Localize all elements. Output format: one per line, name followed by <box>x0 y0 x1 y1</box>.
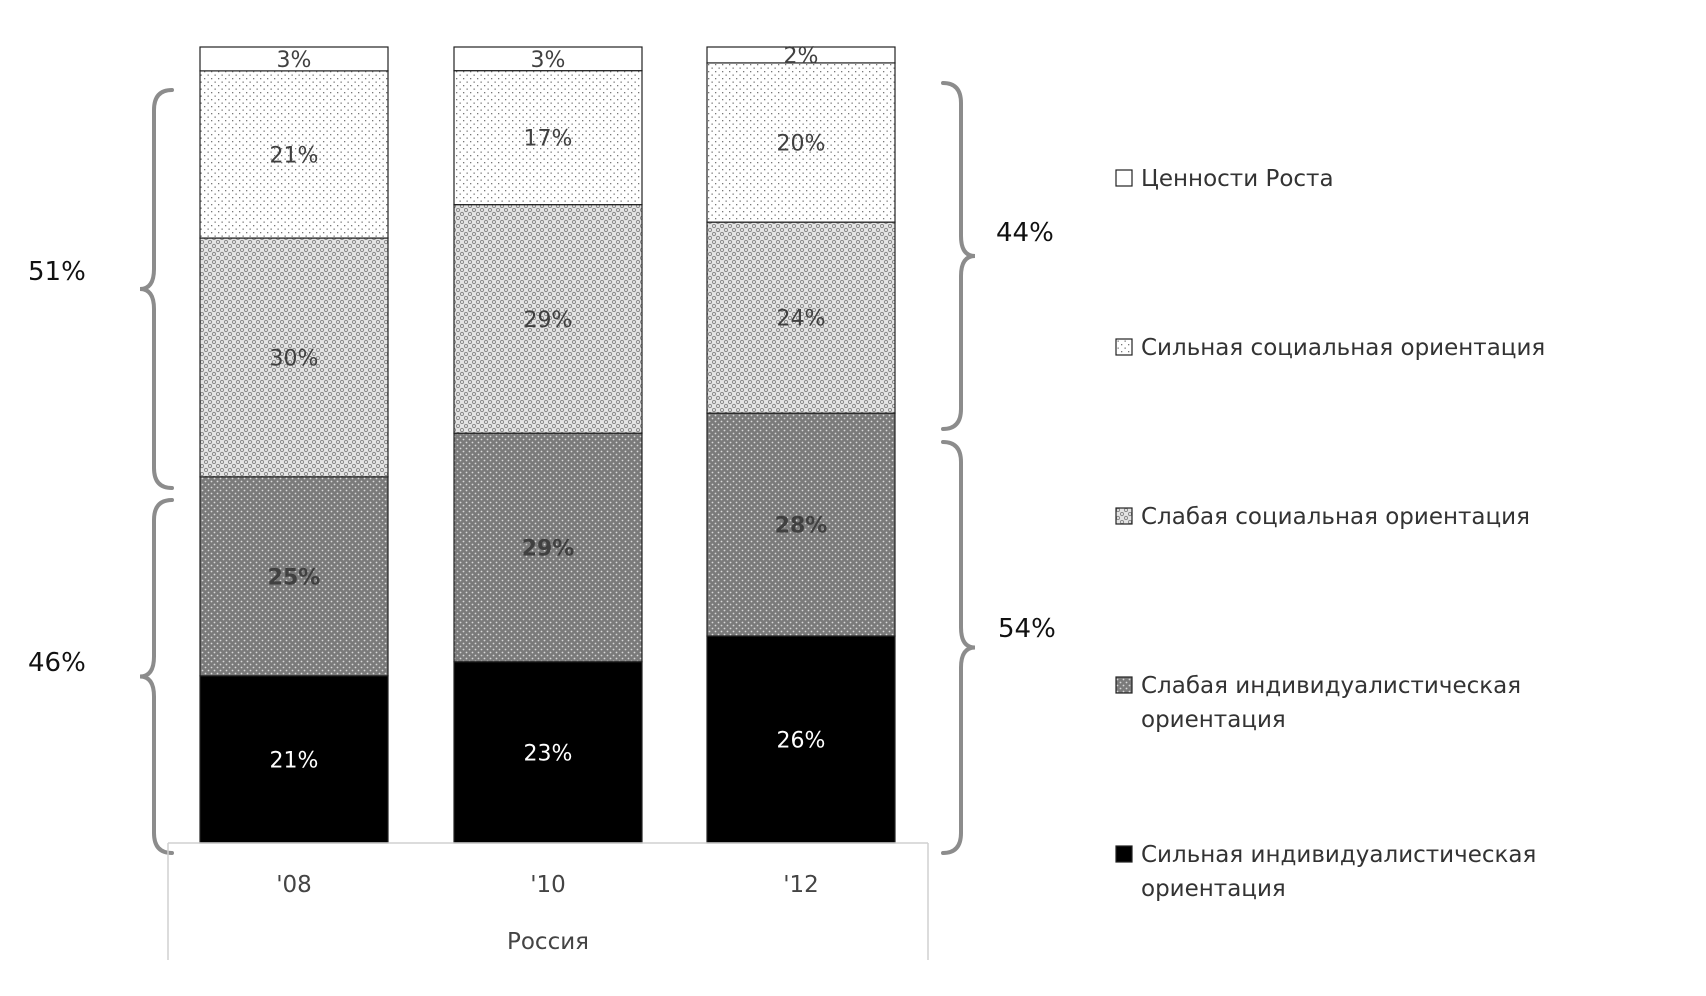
legend-label: Сильная индивидуалистическая ориентация <box>1141 842 1536 902</box>
curly-bracket <box>139 498 174 855</box>
bar-segment <box>706 221 896 414</box>
bar-data-label: 30% <box>270 346 319 371</box>
bar-segment <box>199 70 389 239</box>
bracket-label: 46% <box>28 648 86 678</box>
x-tick-label: '10 <box>530 872 566 898</box>
legend-label: Слабая индивидуалистическая ориентация <box>1141 673 1521 733</box>
x-tick-label: '08 <box>276 872 312 898</box>
bar-data-label: 23% <box>524 741 573 766</box>
bar-segment <box>453 46 643 72</box>
bracket-label: 54% <box>998 614 1056 644</box>
bar-segment <box>706 46 896 64</box>
bracket-label: 51% <box>28 257 86 287</box>
curly-bracket <box>139 88 174 490</box>
bar-data-label: 24% <box>777 307 826 332</box>
curly-bracket <box>941 81 976 431</box>
bar-segment <box>453 204 643 434</box>
bracket-label: 44% <box>996 218 1054 248</box>
legend: Ценности Роста Сильная социальная ориента… <box>1115 166 1545 902</box>
bar-data-label: 29% <box>524 308 573 333</box>
legend-label: Ценности Роста <box>1141 166 1334 192</box>
bar-data-label: 25% <box>268 565 321 590</box>
x-group-label: Россия <box>507 929 589 955</box>
bar-data-label: 26% <box>777 729 826 754</box>
bar-data-label: 28% <box>775 514 828 539</box>
bracket-annotations: 51% 46% 44% 54% <box>28 81 1056 855</box>
bar-data-label: 21% <box>270 143 319 168</box>
bar-data-label: 29% <box>522 536 575 561</box>
legend-label: Сильная социальная ориентация <box>1141 335 1545 361</box>
legend-swatch <box>1115 169 1133 187</box>
bar-data-label: 3% <box>277 48 312 73</box>
bar-data-label: 2% <box>784 44 819 69</box>
bar-segment <box>199 476 389 677</box>
bar-segment <box>453 70 643 206</box>
curly-bracket <box>941 440 976 855</box>
legend-swatch <box>1115 676 1133 694</box>
legend-swatch <box>1115 338 1133 356</box>
bar-segment <box>199 675 389 844</box>
bar-segment <box>706 412 896 637</box>
bar-segment <box>706 62 896 223</box>
legend-swatch <box>1115 507 1133 525</box>
legend-swatch <box>1115 845 1133 863</box>
bar-data-label: 3% <box>531 48 566 73</box>
bar-data-label: 20% <box>777 132 826 157</box>
bar-segment <box>453 432 643 663</box>
plot-area: 21% 25% 30% 21% 3% 23% 29% 29% 17% 3% 26% 28% 24% 20%… <box>199 44 896 844</box>
category-axis: '08 '10 '12 Россия <box>167 842 929 960</box>
legend-label: Слабая социальная ориентация <box>1141 504 1530 530</box>
x-tick-label: '12 <box>783 872 819 898</box>
bar-data-label: 17% <box>524 127 573 152</box>
bar-data-label: 21% <box>270 748 319 773</box>
bar-segment <box>199 46 389 72</box>
